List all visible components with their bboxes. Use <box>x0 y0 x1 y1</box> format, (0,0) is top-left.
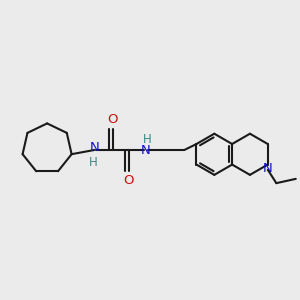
Text: N: N <box>141 143 151 157</box>
Text: O: O <box>123 174 134 187</box>
Text: H: H <box>89 155 98 169</box>
Text: H: H <box>143 134 152 146</box>
Text: N: N <box>89 141 99 154</box>
Text: N: N <box>263 161 273 175</box>
Text: O: O <box>108 113 118 126</box>
